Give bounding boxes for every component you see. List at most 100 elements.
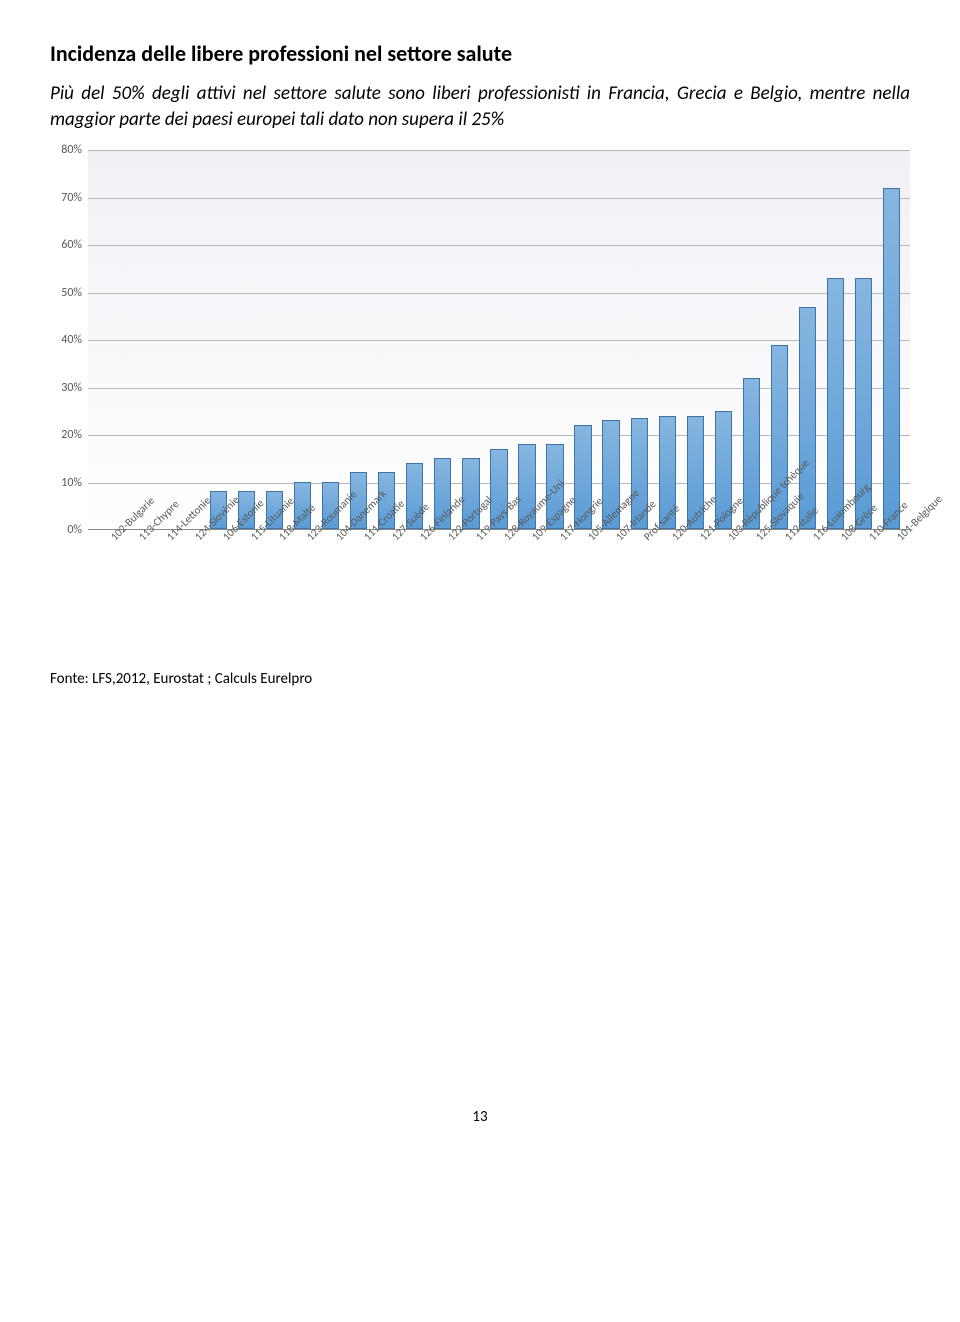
page-subtitle: Più del 50% degli attivi nel settore sal… [50,81,910,132]
bar [827,278,844,529]
x-tick-label: 128-Royaume-Uni [501,534,510,543]
bar-slot [513,150,541,529]
y-tick-label: 20% [50,428,88,442]
x-label-slot: 128-Royaume-Uni [485,530,513,660]
x-tick-label: 116-Luxembourg [810,534,819,543]
bar-slot [260,150,288,529]
x-tick-label: 121-Pologne [697,534,706,543]
bar-slot [541,150,569,529]
x-tick-label: 124-Slovénie [192,534,201,543]
bar-slot [148,150,176,529]
chart-source: Fonte: LFS,2012, Eurostat ; Calculs Eure… [50,670,910,688]
x-tick-label: 103-République tchèque [725,534,734,543]
x-tick-label: 111-Croatie [361,534,370,543]
y-tick-label: 0% [50,523,88,537]
x-tick-label: 117-Hongrie [557,534,566,543]
x-tick-label: 115-Lituanie [248,534,257,543]
x-tick-label: 119-Pays-Bas [473,534,482,543]
x-tick-label: 123-Roumanie [304,534,313,543]
x-tick-label: 110-France [866,534,875,543]
y-tick-label: 60% [50,238,88,252]
bar-slot [232,150,260,529]
x-label-slot: 118-Malte [260,530,288,660]
x-label-slot: 120-Autriche [653,530,681,660]
x-label-slot: 104-Danemark [317,530,345,660]
x-label-slot: 101-Belgique [878,530,906,660]
bar-slot [878,150,906,529]
bar-slot [288,150,316,529]
x-tick-label: 118-Malte [276,534,285,543]
y-tick-label: 30% [50,381,88,395]
x-tick-label: 127-Suède [389,534,398,543]
bar-slot [625,150,653,529]
x-tick-label: 107-Irlande [613,534,622,543]
x-tick-label: 120-Autriche [669,534,678,543]
x-tick-label: 112-Italie [782,534,791,543]
bar-slot [92,150,120,529]
x-tick-label: 108-Grèce [838,534,847,543]
bar-slot [709,150,737,529]
x-label-slot: 125-Slovaquie [737,530,765,660]
bar-slot [345,150,373,529]
y-tick-label: 70% [50,191,88,205]
x-tick-label: 104-Danemark [333,534,342,543]
x-label-slot: 112-Italie [766,530,794,660]
bar-slot [569,150,597,529]
page-number: 13 [50,1108,910,1126]
x-tick-label: 113-Chypre [136,534,145,543]
x-tick-label: Prof santé [641,534,650,543]
x-label-slot: 122-Portugal [429,530,457,660]
x-label-slot: 105-Allemagne [569,530,597,660]
x-tick-label: 102-Bulgarie [108,534,117,543]
x-tick-label: 109-Espagne [529,534,538,543]
y-tick-label: 10% [50,476,88,490]
x-label-slot: 109-Espagne [513,530,541,660]
x-label-slot: 108-Grèce [822,530,850,660]
y-tick-label: 40% [50,333,88,347]
page-title: Incidenza delle libere professioni nel s… [50,40,910,67]
y-tick-label: 80% [50,143,88,157]
bar-slot [737,150,765,529]
x-label-slot: 117-Hongrie [541,530,569,660]
x-label-slot: 115-Lituanie [232,530,260,660]
bar-slot [429,150,457,529]
bar-slot [653,150,681,529]
bar-slot [850,150,878,529]
bar-slot [176,150,204,529]
x-label-slot: 103-République tchèque [709,530,737,660]
x-tick-label: 125-Slovaquie [753,534,762,543]
x-tick-label: 105-Allemagne [585,534,594,543]
x-label-slot: Prof santé [625,530,653,660]
x-label-slot: 107-Irlande [597,530,625,660]
bar-chart: 0%10%20%30%40%50%60%70%80% 102-Bulgarie1… [50,150,910,660]
x-label-slot: 116-Luxembourg [794,530,822,660]
x-label-slot: 127-Suède [373,530,401,660]
bar [883,188,900,529]
bar-slot [317,150,345,529]
bar-slot [822,150,850,529]
x-tick-label: 101-Belgique [894,534,903,543]
x-tick-label: 114-Lettonie [164,534,173,543]
bar-slot [485,150,513,529]
y-tick-label: 50% [50,286,88,300]
x-tick-label: 122-Portugal [445,534,454,543]
x-label-slot: 110-France [850,530,878,660]
x-label-slot: 113-Chypre [120,530,148,660]
x-label-slot: 123-Roumanie [288,530,316,660]
x-label-slot: 114-Lettonie [148,530,176,660]
x-label-slot: 106-Estonie [204,530,232,660]
x-tick-label: 126-Finlande [417,534,426,543]
bar-slot [597,150,625,529]
x-label-slot: 124-Slovénie [176,530,204,660]
bar-slot [457,150,485,529]
bar-slot [401,150,429,529]
bar-slot [373,150,401,529]
x-label-slot: 126-Finlande [401,530,429,660]
x-label-slot: 102-Bulgarie [92,530,120,660]
x-label-slot: 119-Pays-Bas [457,530,485,660]
x-label-slot: 111-Croatie [345,530,373,660]
x-tick-label: 106-Estonie [220,534,229,543]
bar-slot [120,150,148,529]
x-label-slot: 121-Pologne [681,530,709,660]
bar-slot [681,150,709,529]
